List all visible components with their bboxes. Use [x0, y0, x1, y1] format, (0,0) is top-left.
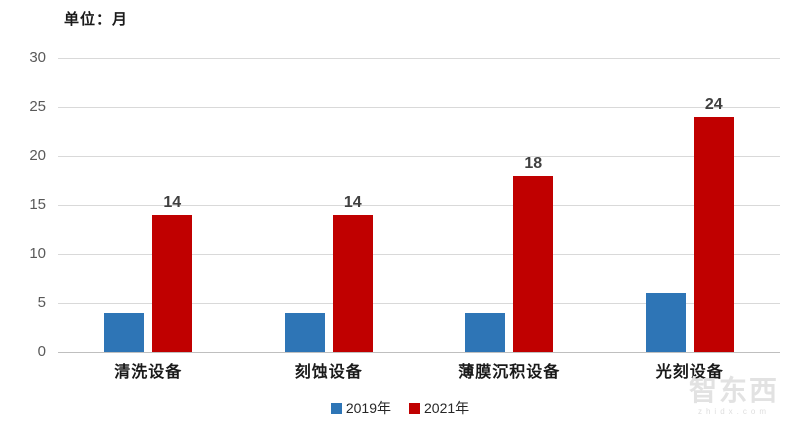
y-tick-label: 10 — [29, 245, 46, 262]
bar-wrap — [645, 293, 686, 352]
gridline — [58, 107, 780, 108]
bar-wrap — [284, 312, 325, 352]
bar-wrap: 14 — [332, 193, 373, 352]
legend-swatch — [409, 402, 420, 414]
y-tick-label: 15 — [29, 196, 46, 213]
bar-group: 14 — [239, 58, 420, 352]
bar-wrap — [465, 312, 506, 352]
bar-wrap: 14 — [152, 193, 193, 352]
x-axis-labels: 清洗设备 刻蚀设备 薄膜沉积设备 光刻设备 — [58, 358, 780, 382]
x-category-label: 刻蚀设备 — [294, 362, 363, 381]
bar-group: 24 — [600, 58, 781, 352]
x-category-label: 清洗设备 — [114, 362, 183, 381]
bar-2021年 — [152, 214, 193, 352]
y-tick-label: 30 — [29, 49, 46, 66]
bar-2021年 — [693, 116, 734, 352]
gridline — [58, 254, 780, 255]
data-label: 24 — [704, 95, 723, 113]
y-tick-label: 5 — [37, 294, 46, 311]
legend: 2019年 2021年 — [0, 398, 800, 418]
legend-label: 2019年 — [345, 400, 391, 416]
legend-item: 2021年 — [409, 398, 469, 418]
data-label: 14 — [343, 193, 362, 211]
y-tick-label: 0 — [37, 343, 46, 360]
bar-2019年 — [645, 293, 686, 352]
bar-groups: 14 14 18 24 — [58, 58, 780, 352]
gridline — [58, 205, 780, 206]
plot-area: 14 14 18 24 — [58, 58, 780, 353]
unit-label: 单位：月 — [64, 10, 129, 28]
y-tick-label: 25 — [29, 98, 46, 115]
bar-group: 14 — [58, 58, 239, 352]
legend-label: 2021年 — [424, 400, 470, 416]
x-category-label: 光刻设备 — [655, 362, 724, 381]
data-label: 18 — [524, 154, 543, 172]
x-axis-line — [58, 352, 780, 353]
legend-item: 2019年 — [330, 398, 391, 418]
data-label: 14 — [163, 193, 182, 211]
bar-wrap — [104, 312, 145, 352]
x-category-label: 薄膜沉积设备 — [458, 362, 561, 381]
bar-group: 18 — [419, 58, 600, 352]
bar-2019年 — [284, 312, 325, 352]
bar-wrap: 24 — [693, 95, 734, 352]
gridline — [58, 156, 780, 157]
bar-wrap: 18 — [513, 154, 554, 352]
bar-2019年 — [104, 312, 145, 352]
bar-2019年 — [465, 312, 506, 352]
gridline — [58, 303, 780, 304]
bar-2021年 — [332, 214, 373, 352]
bar-2021年 — [513, 175, 554, 352]
gridline — [58, 58, 780, 59]
y-tick-label: 20 — [29, 147, 46, 164]
legend-swatch — [330, 402, 342, 414]
